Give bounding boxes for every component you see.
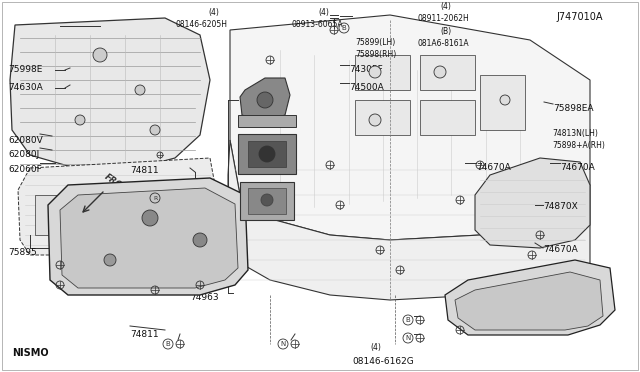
Text: (4): (4) [208, 8, 219, 17]
Text: 75998E: 75998E [8, 65, 42, 74]
Text: B: B [166, 341, 170, 347]
Text: 74670A: 74670A [543, 245, 578, 254]
Text: 75960N: 75960N [183, 254, 218, 263]
Text: 08911-2062H: 08911-2062H [418, 14, 470, 23]
Text: 62060F: 62060F [8, 165, 42, 174]
Circle shape [261, 194, 273, 206]
Text: 74670A: 74670A [476, 163, 511, 172]
Polygon shape [228, 140, 590, 300]
Circle shape [93, 48, 107, 62]
Bar [420, 100, 475, 135]
Polygon shape [10, 18, 210, 170]
Bar [240, 182, 294, 220]
Text: 75899(LH): 75899(LH) [355, 38, 396, 47]
Circle shape [500, 95, 510, 105]
Bar [420, 55, 475, 90]
Polygon shape [48, 178, 248, 295]
Text: 74670A: 74670A [560, 163, 595, 172]
Text: B: B [342, 25, 346, 31]
Text: (B): (B) [440, 27, 451, 36]
Text: R: R [153, 196, 157, 201]
Text: 74813N(LH): 74813N(LH) [552, 129, 598, 138]
Text: 75898+A(RH): 75898+A(RH) [552, 141, 605, 150]
Text: N: N [405, 335, 411, 341]
Bar [35, 195, 165, 235]
Circle shape [135, 85, 145, 95]
Text: 74500A: 74500A [349, 83, 384, 92]
Text: NISMO: NISMO [12, 348, 49, 358]
Text: B: B [406, 317, 410, 323]
Text: 75898(RH): 75898(RH) [355, 50, 396, 59]
Text: 74630A: 74630A [8, 83, 43, 92]
Polygon shape [445, 260, 615, 335]
Bar [248, 188, 286, 214]
Text: 08913-6065A: 08913-6065A [292, 20, 344, 29]
Text: 08146-6162G: 08146-6162G [352, 357, 413, 366]
Polygon shape [455, 272, 603, 330]
Text: (4): (4) [318, 8, 329, 17]
Text: 74811: 74811 [130, 166, 159, 175]
Text: 62080J: 62080J [8, 150, 39, 159]
Text: (4): (4) [440, 2, 451, 11]
Text: J747010A: J747010A [556, 12, 602, 22]
Circle shape [434, 66, 446, 78]
Circle shape [257, 92, 273, 108]
Text: 081A6-8161A: 081A6-8161A [418, 39, 470, 48]
Text: 75898EA: 75898EA [553, 104, 593, 113]
Circle shape [369, 66, 381, 78]
Circle shape [193, 233, 207, 247]
Bar [238, 134, 296, 174]
Text: FRONT: FRONT [102, 172, 134, 198]
Text: 74811: 74811 [130, 330, 159, 339]
Text: (16): (16) [95, 184, 111, 193]
Polygon shape [475, 158, 590, 248]
Text: 08146-6205H: 08146-6205H [72, 198, 124, 207]
Text: 74963: 74963 [190, 293, 219, 302]
Text: 75895: 75895 [8, 248, 36, 257]
Circle shape [369, 114, 381, 126]
Text: N: N [280, 341, 285, 347]
Text: (4): (4) [370, 343, 381, 352]
Circle shape [150, 125, 160, 135]
Circle shape [142, 210, 158, 226]
Bar [355, 100, 410, 135]
Text: 62080F: 62080F [62, 218, 96, 227]
Text: 74870X: 74870X [543, 202, 578, 211]
Circle shape [75, 115, 85, 125]
Circle shape [104, 254, 116, 266]
Bar [355, 55, 410, 90]
Polygon shape [18, 158, 215, 255]
Text: 08146-6205H: 08146-6205H [175, 20, 227, 29]
Bar [248, 141, 286, 167]
Polygon shape [240, 78, 290, 122]
Bar [238, 115, 296, 127]
Bar [480, 75, 525, 130]
Text: 74305F: 74305F [349, 65, 383, 74]
Text: 62080V: 62080V [8, 136, 43, 145]
Polygon shape [230, 15, 590, 240]
Polygon shape [60, 188, 238, 288]
Text: 74940: 74940 [183, 218, 211, 227]
Circle shape [259, 146, 275, 162]
